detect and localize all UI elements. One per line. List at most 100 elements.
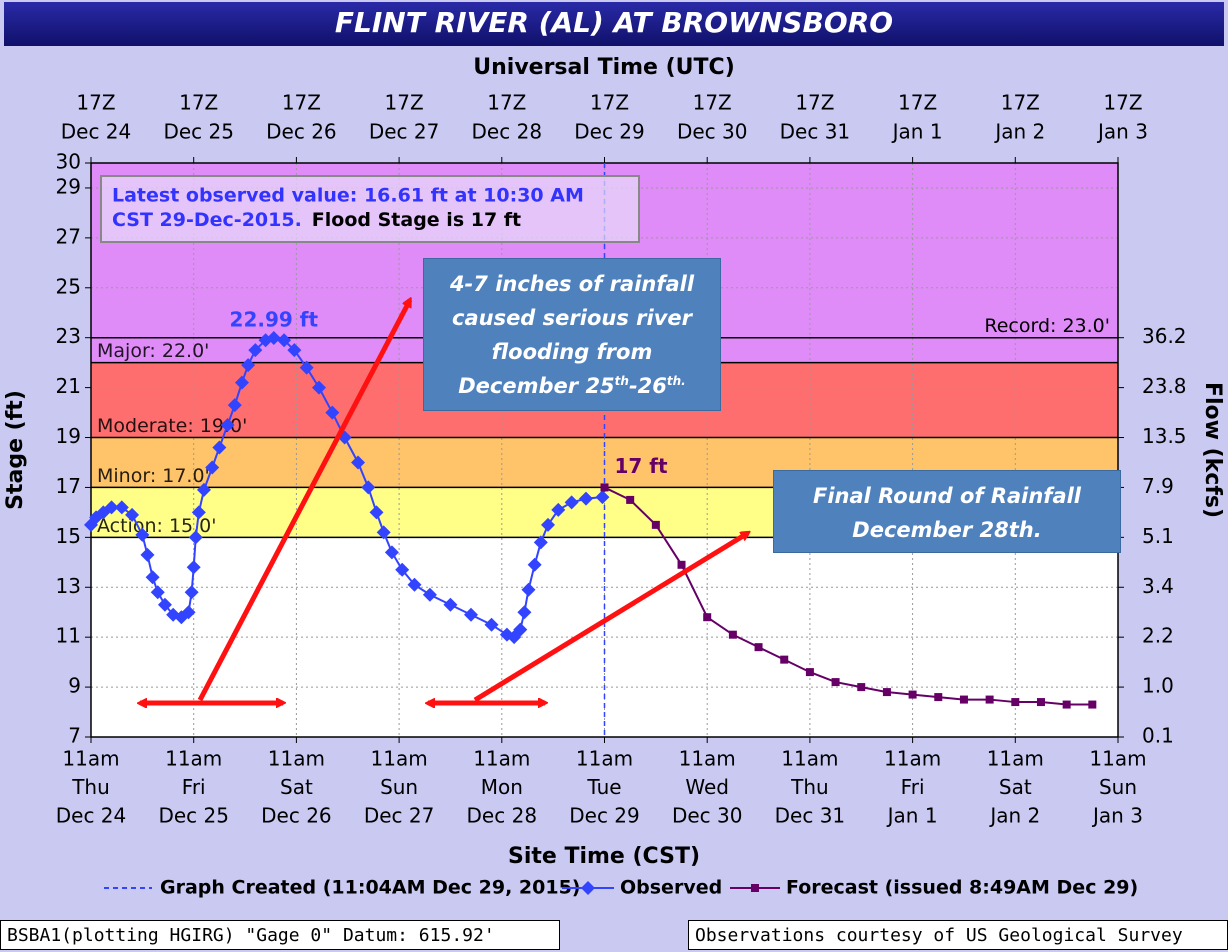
forecast-point [600, 483, 609, 492]
x-tick-label: 11am [473, 747, 530, 771]
x-tick-label: Dec 31 [775, 804, 846, 828]
observed-point [579, 491, 594, 506]
top-axis-title: Universal Time (UTC) [473, 55, 735, 80]
annotation-arrow [197, 300, 413, 702]
forecast-point [780, 655, 789, 664]
y-tick-label: 27 [56, 224, 81, 248]
observed-point [234, 375, 249, 390]
flood-label: Action: 15.0' [97, 515, 216, 537]
flood-label: Major: 22.0' [97, 340, 209, 362]
observed-point [145, 570, 160, 585]
top-x-tick-label: Jan 3 [1096, 120, 1148, 144]
top-x-tick-label: Dec 24 [61, 120, 132, 144]
forecast-point [703, 613, 712, 622]
x-tick-label: Sat [280, 775, 313, 799]
y-tick-label: 9 [68, 674, 81, 698]
observed-point [513, 622, 528, 637]
observed-point [551, 502, 566, 517]
observed-point [533, 535, 548, 550]
top-x-tick-label: 17Z [693, 91, 732, 115]
legend-label: Forecast (issued 8:49AM Dec 29) [786, 877, 1138, 899]
observed-point [311, 380, 326, 395]
top-x-tick-label: 17Z [282, 91, 321, 115]
x-tick-label: Sun [380, 775, 418, 799]
observed-point [521, 582, 536, 597]
top-x-tick-label: Dec 29 [574, 120, 645, 144]
y-tick-label: 29 [56, 174, 81, 198]
top-x-tick-label: 17Z [1001, 91, 1040, 115]
callout-text: December 28th. [852, 518, 1042, 542]
forecast-point [831, 678, 840, 687]
x-tick-label: Jan 3 [1091, 804, 1143, 828]
top-x-tick-label: 17Z [385, 91, 424, 115]
observed-point [220, 418, 235, 433]
y-tick-label: 17 [56, 474, 81, 498]
x-axis-title: Site Time (CST) [508, 844, 700, 869]
y-tick-label: 23 [56, 324, 81, 348]
observed-point [135, 527, 150, 542]
x-tick-label: Thu [790, 775, 829, 799]
info-part: CST 29-Dec-2015. [112, 209, 302, 231]
observed-point [277, 333, 292, 348]
legend-symbol [751, 884, 759, 892]
observed-point [541, 517, 556, 532]
legend-label: Graph Created (11:04AM Dec 29, 2015) [160, 877, 581, 899]
x-tick-label: Sat [999, 775, 1032, 799]
forecast-point [677, 560, 686, 569]
chart-title: FLINT RIVER (AL) AT BROWNSBORO [335, 6, 893, 39]
x-tick-label: 11am [987, 747, 1044, 771]
forecast-point [1036, 698, 1045, 707]
y-axis-title: Stage (ft) [3, 390, 28, 510]
x-tick-label: 11am [884, 747, 941, 771]
y2-tick-label: 23.8 [1142, 374, 1187, 398]
observed-point [376, 525, 391, 540]
observed-point [125, 507, 140, 522]
peak-label: 22.99 ft [230, 307, 319, 331]
forecast-point [908, 690, 917, 699]
top-x-tick-label: 17Z [590, 91, 629, 115]
observed-point [184, 585, 199, 600]
y-tick-label: 7 [68, 724, 81, 748]
observed-point [205, 460, 220, 475]
top-x-tick-label: Jan 2 [993, 120, 1045, 144]
observed-point [369, 505, 384, 520]
forecast-point [754, 643, 763, 652]
legend-label: Observed [620, 877, 722, 899]
info-part: Flood Stage is 17 ft [312, 209, 521, 231]
flood-label: Minor: 17.0' [97, 465, 210, 487]
forecast-point [651, 520, 660, 529]
observed-point [299, 360, 314, 375]
x-tick-label: Dec 28 [467, 804, 538, 828]
callout-text: th [614, 374, 629, 388]
title-bar [4, 2, 1224, 46]
x-tick-label: 11am [679, 747, 736, 771]
y2-tick-label: 2.2 [1142, 624, 1174, 648]
footer-left: BSBA1(plotting HGIRG) "Gage 0" Datum: 61… [0, 920, 560, 950]
x-tick-label: Sun [1099, 775, 1137, 799]
top-x-tick-label: Dec 31 [780, 120, 851, 144]
top-x-tick-label: Dec 26 [266, 120, 337, 144]
forecast-point [626, 495, 635, 504]
top-x-tick-label: Jan 1 [891, 120, 943, 144]
callout-text: Final Round of Rainfall [812, 484, 1082, 508]
y2-tick-label: 13.5 [1142, 424, 1187, 448]
y2-tick-label: 5.1 [1142, 524, 1174, 548]
observed-point [140, 547, 155, 562]
observed-point [463, 607, 478, 622]
callout: Final Round of Rainfall December 28th. [773, 470, 1121, 553]
observed-point [114, 500, 129, 515]
x-tick-label: Dec 27 [364, 804, 435, 828]
top-x-tick-label: Dec 27 [369, 120, 440, 144]
observed-point [351, 455, 366, 470]
callout-text: -26 [628, 374, 667, 398]
observed-point [443, 597, 458, 612]
forecast-point [857, 683, 866, 692]
callout-line: December 25th-26th. [424, 369, 720, 403]
callout-text: 4-7 inches of rainfall [449, 272, 695, 296]
callout: 4-7 inches of rainfall caused serious riv… [423, 258, 721, 411]
x-tick-label: 11am [576, 747, 633, 771]
y-tick-label: 19 [56, 424, 81, 448]
callout-text: caused serious river [452, 306, 692, 330]
info-box [100, 175, 640, 243]
